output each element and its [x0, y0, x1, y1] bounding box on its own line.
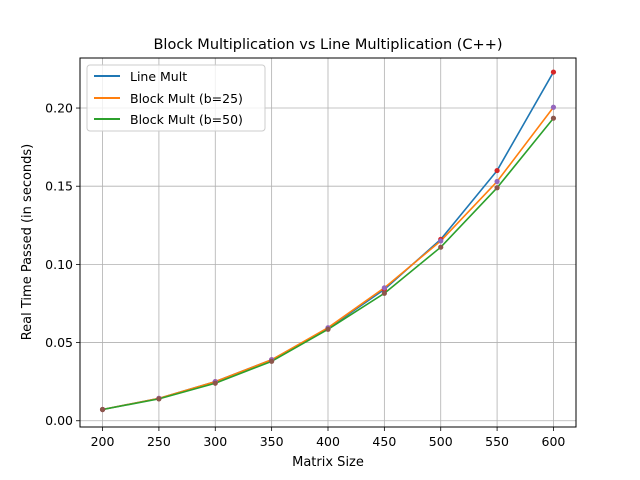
legend-label-line-mult: Line Mult	[130, 69, 187, 84]
y-tick-label: 0.10	[45, 257, 73, 272]
chart-title: Block Multiplication vs Line Multiplicat…	[153, 37, 502, 53]
data-point-series-1	[494, 178, 500, 185]
data-point-series-1	[550, 104, 557, 110]
data-point-series-1	[438, 238, 444, 244]
series-group	[99, 69, 557, 413]
data-point-series-2	[550, 115, 557, 121]
x-tick-label: 450	[372, 434, 396, 449]
legend-label-block-25: Block Mult (b=25)	[130, 91, 243, 106]
axis-ticks: 200 250 300 350 400 450 500 550 600 0.00 0.05 0.10 0…	[45, 101, 565, 449]
x-tick-label: 350	[260, 434, 284, 449]
x-axis-label: Matrix Size	[292, 455, 364, 470]
data-point-series-2	[269, 358, 275, 364]
y-tick-label: 0.20	[45, 101, 73, 116]
x-tick-label: 250	[147, 434, 171, 449]
data-point-series-0	[494, 167, 500, 174]
x-tick-label: 400	[316, 434, 340, 449]
y-axis-label: Real Time Passed (in seconds)	[20, 144, 35, 341]
x-tick-label: 200	[91, 434, 115, 449]
y-tick-label: 0.00	[45, 413, 73, 428]
data-point-series-2	[212, 380, 218, 386]
data-point-series-0	[550, 69, 557, 75]
x-tick-label: 550	[485, 434, 509, 449]
data-point-series-1	[381, 285, 387, 291]
data-point-series-2	[325, 326, 331, 332]
x-tick-label: 500	[429, 434, 453, 449]
data-point-series-2	[381, 290, 387, 296]
x-tick-label: 300	[203, 434, 227, 449]
legend-label-block-50: Block Mult (b=50)	[130, 112, 243, 127]
data-point-series-2	[156, 396, 162, 402]
data-point-series-2	[99, 406, 106, 413]
y-tick-label: 0.05	[45, 335, 73, 350]
y-tick-label: 0.15	[45, 179, 73, 194]
legend: Line Mult Block Mult (b=25) Block Mult (…	[86, 64, 266, 132]
data-point-series-2	[494, 185, 500, 191]
legend-box	[86, 64, 266, 132]
data-point-series-2	[438, 244, 444, 250]
x-tick-label: 600	[542, 434, 566, 449]
